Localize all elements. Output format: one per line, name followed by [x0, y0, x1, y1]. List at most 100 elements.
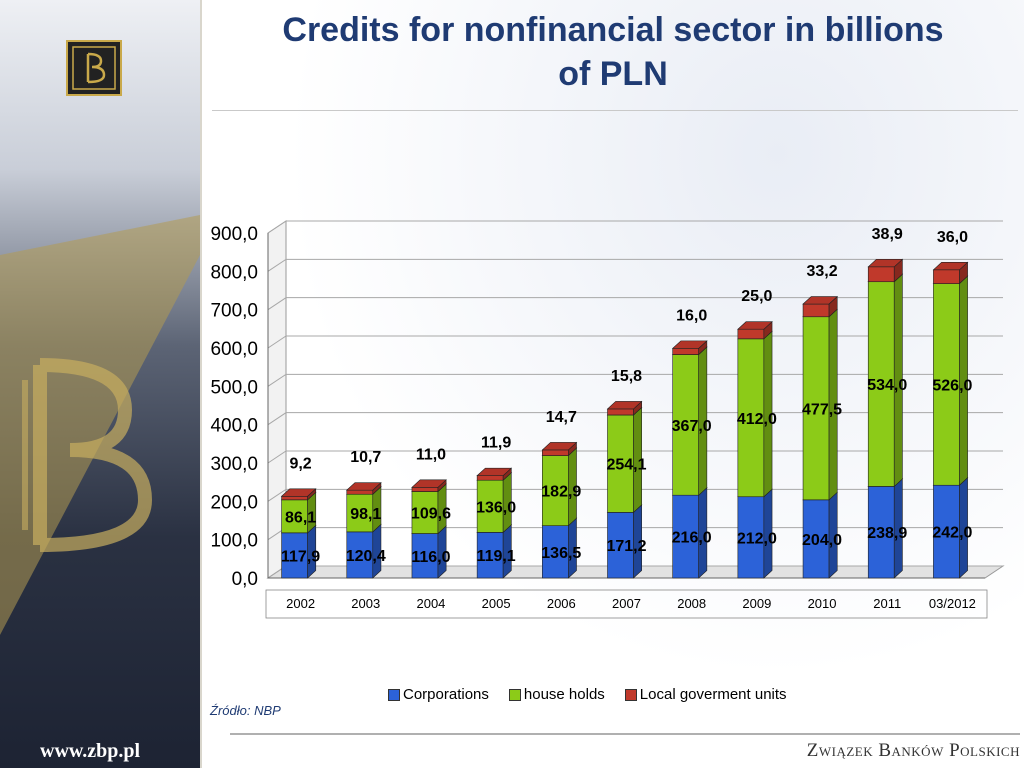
bar-front [672, 354, 699, 496]
data-label-local: 25,0 [741, 288, 772, 305]
y-tick-label: 400,0 [210, 416, 258, 437]
bar-top [932, 261, 969, 271]
bar-front [867, 266, 895, 283]
y-tick-label: 700,0 [210, 301, 258, 322]
bar-front [411, 533, 439, 579]
title-line-1: Credits for nonfinancial sector in billi… [282, 11, 944, 49]
data-label-households: 367,0 [672, 418, 712, 435]
data-label-local: 36,0 [937, 229, 968, 246]
data-label-corporations: 238,9 [867, 525, 907, 542]
y-tick-label: 300,0 [210, 454, 258, 475]
x-tick-label: 2009 [742, 596, 771, 611]
bar-front [933, 283, 960, 486]
y-tick-label: 800,0 [210, 262, 258, 283]
bar-front [281, 532, 308, 579]
data-label-corporations: 212,0 [737, 530, 777, 547]
footer-divider [230, 733, 1020, 735]
slide-title: Credits for nonfinancial sector in billi… [210, 8, 1016, 96]
bar-top [802, 296, 838, 305]
y-gridline [267, 297, 1003, 311]
data-label-households: 86,1 [285, 509, 316, 526]
bar-front [737, 328, 765, 340]
legend-item-local: Local goverment units [624, 686, 787, 703]
legend-swatch-households [508, 688, 521, 701]
x-tick-label: 2011 [873, 596, 901, 611]
data-label-local: 11,9 [481, 435, 511, 452]
sidebar-panel: www.zbp.pl [0, 0, 200, 768]
data-label-local: 16,0 [676, 307, 707, 324]
y-tick-label: 100,0 [210, 531, 258, 552]
data-label-households: 109,6 [411, 506, 451, 523]
legend-item-households: house holds [508, 686, 605, 703]
x-tick-label: 2006 [547, 596, 576, 611]
bar-top [541, 442, 578, 451]
footer-organization: Związek Banków Polskich [806, 740, 1020, 761]
y-tick-label: 600,0 [210, 339, 258, 360]
bar-front [346, 489, 374, 495]
bar-top [346, 482, 382, 491]
bank-logo [66, 40, 122, 96]
data-label-local: 33,2 [806, 263, 837, 280]
data-label-households: 412,0 [737, 411, 777, 428]
bar-front [346, 531, 374, 579]
bar-front [802, 316, 830, 501]
data-label-households: 136,0 [476, 499, 516, 516]
data-label-households: 534,0 [867, 377, 907, 394]
data-label-corporations: 119,1 [477, 548, 516, 565]
data-label-corporations: 242,0 [932, 525, 972, 542]
chart-legend: Corporations house holds Local goverment… [388, 686, 787, 703]
bar-front [737, 338, 765, 498]
title-divider [212, 110, 1018, 111]
bar-top [737, 321, 773, 330]
y-tick-label: 900,0 [210, 224, 258, 245]
legend-label-corporations: Corporations [403, 686, 489, 703]
data-label-local: 15,8 [611, 368, 642, 385]
data-label-local: 38,9 [872, 226, 903, 243]
data-label-corporations: 117,9 [281, 548, 320, 565]
bar-front [281, 499, 308, 534]
bar-front [802, 499, 830, 579]
data-label-corporations: 136,5 [541, 545, 581, 562]
y-tick-label: 200,0 [210, 492, 258, 513]
bar-front [933, 269, 960, 284]
x-tick-label: 2004 [416, 596, 445, 611]
bar-front [802, 303, 830, 318]
x-tick-label: 2010 [808, 596, 837, 611]
x-tick-label: 2003 [351, 596, 380, 611]
x-tick-label: 2005 [482, 596, 511, 611]
data-label-local: 11,0 [416, 446, 446, 463]
legend-swatch-local [624, 688, 637, 701]
sidebar-divider [200, 0, 202, 768]
x-tick-label: 03/2012 [929, 596, 976, 611]
bar-front [867, 486, 895, 579]
data-label-households: 526,0 [932, 377, 972, 394]
bar-front [542, 449, 569, 456]
y-tick-label: 0,0 [232, 569, 258, 590]
x-axis-label-box [265, 589, 988, 619]
legend-item-corporations: Corporations [388, 686, 489, 703]
data-label-local: 10,7 [350, 449, 381, 466]
data-label-corporations: 116,0 [411, 549, 450, 566]
y-gridline [267, 258, 1003, 272]
data-label-households: 254,1 [606, 457, 646, 474]
data-label-local: 14,7 [546, 409, 577, 426]
y-gridline [267, 220, 1003, 234]
bar-front [737, 496, 765, 579]
footer-website: www.zbp.pl [40, 740, 141, 762]
data-label-households: 98,1 [350, 506, 381, 523]
bar-front [542, 455, 569, 526]
source-note: Źródło: NBP [210, 703, 281, 718]
x-tick-label: 2002 [286, 596, 315, 611]
data-label-households: 182,9 [541, 484, 581, 501]
data-label-corporations: 204,0 [802, 532, 842, 549]
data-label-corporations: 120,4 [346, 548, 386, 565]
bar-front [281, 495, 308, 501]
data-label-local: 9,2 [289, 455, 311, 472]
x-tick-label: 2007 [612, 596, 641, 611]
legend-label-local: Local goverment units [639, 686, 787, 703]
bar-top [280, 488, 317, 497]
data-label-households: 477,5 [802, 401, 842, 418]
bar-front [476, 475, 504, 481]
x-tick-label: 2008 [677, 596, 706, 611]
